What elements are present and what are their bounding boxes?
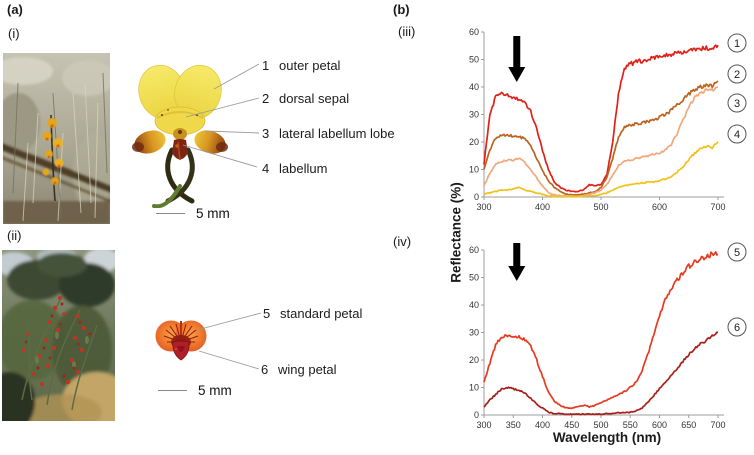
x-tick-label: 650: [681, 420, 696, 430]
pea-flower-diagram: [155, 320, 207, 361]
scale-bar-line: [156, 213, 185, 214]
anatomy-label-dorsal-sepal: 2 dorsal sepal: [262, 91, 349, 106]
x-tick-label: 450: [564, 420, 579, 430]
anatomy-text: outer petal: [279, 58, 341, 73]
spectrum-curve-3: [483, 86, 719, 198]
x-tick-label: 600: [652, 202, 667, 210]
y-tick-label: 60: [469, 245, 479, 255]
y-tick-label: 10: [469, 165, 479, 175]
series-marker-circle-6: [727, 317, 747, 337]
anatomy-text: labellum: [279, 161, 328, 176]
y-tick-label: 50: [469, 273, 479, 283]
x-tick-label: 500: [593, 420, 608, 430]
panel-b-label: (b): [393, 2, 410, 17]
orchid-flower-diagram: [132, 64, 228, 208]
panel-a-sub-i-label: (i): [8, 26, 20, 41]
anatomy-label-outer-petal: 1 outer petal: [262, 58, 340, 73]
anatomy-text: standard petal: [280, 306, 363, 321]
series-marker-circle-1: [727, 33, 747, 53]
scale-bar-text: 5 mm: [198, 383, 232, 398]
y-tick-label: 20: [469, 137, 479, 147]
anatomy-num: 1: [262, 58, 270, 73]
y-tick-label: 10: [469, 383, 479, 393]
series-marker-number: 5: [734, 247, 740, 259]
series-marker-circle-5: [727, 242, 747, 262]
x-tick-label: 300: [476, 202, 491, 210]
reflectance-chart-orchid: 0 10 20 30 40 50 60 300 400 500 600 700 1 2 3 4: [460, 24, 754, 210]
y-tick-label: 30: [469, 328, 479, 338]
photo-orchid-habitat: [3, 53, 110, 224]
spectrum-curve-2: [483, 80, 719, 196]
spectra-chart-iv: 0 10 20 30 40 50 60 300 350 400 450 500 550 600 650 700…: [469, 242, 747, 430]
anatomy-text: lateral labellum lobe: [279, 126, 395, 141]
anatomy-text: wing petal: [278, 362, 337, 377]
y-tick-label: 30: [469, 110, 479, 120]
anatomy-label-wing-petal: 6 wing petal: [261, 362, 337, 377]
series-marker-number: 2: [734, 69, 740, 81]
down-arrow-annotation: [508, 36, 526, 82]
panel-b-sub-iii-label: (iii): [398, 24, 416, 39]
y-tick-label: 40: [469, 300, 479, 310]
down-arrow-annotation: [508, 243, 526, 281]
spectrum-curve-5: [483, 251, 719, 410]
x-tick-label: 500: [593, 202, 608, 210]
series-marker-number: 6: [734, 322, 740, 334]
y-tick-label: 20: [469, 355, 479, 365]
series-marker-circle-2: [727, 64, 747, 84]
anatomy-num: 5: [263, 306, 271, 321]
anatomy-label-standard-petal: 5 standard petal: [263, 306, 362, 321]
y-tick-label: 0: [474, 410, 479, 420]
reflectance-chart-pea: 0 10 20 30 40 50 60 300 350 400 450 500 550 600 650 700…: [460, 242, 754, 432]
y-tick-label: 0: [474, 192, 479, 202]
series-marker-number: 3: [734, 98, 740, 110]
anatomy-num: 4: [262, 161, 270, 176]
panel-b-sub-iv-label: (iv): [393, 234, 412, 249]
y-tick-label: 50: [469, 55, 479, 65]
photo-pea-shrub-habitat: [2, 250, 115, 421]
x-tick-label: 350: [506, 420, 521, 430]
panel-a-label: (a): [7, 2, 23, 17]
x-tick-label: 700: [710, 420, 725, 430]
anatomy-label-labellum: 4 labellum: [262, 161, 327, 176]
spectrum-curve-6: [483, 331, 719, 416]
spectrum-curve-4: [483, 141, 719, 198]
anatomy-text: dorsal sepal: [279, 91, 350, 106]
scale-bar-line: [158, 390, 187, 391]
spectrum-curve-1: [483, 44, 719, 193]
anatomy-num: 2: [262, 91, 270, 106]
x-tick-label: 300: [476, 420, 491, 430]
x-axis-title: Wavelength (nm): [552, 430, 662, 445]
anatomy-num: 6: [261, 362, 269, 377]
panel-a-sub-ii-label: (ii): [7, 228, 22, 243]
x-tick-label: 400: [535, 202, 550, 210]
scale-bar-ii: 5 mm: [158, 383, 232, 398]
spectra-chart-iii: 0 10 20 30 40 50 60 300 400 500 600 700 1 2 3 4: [469, 27, 747, 210]
scale-bar-text: 5 mm: [196, 206, 230, 221]
series-marker-circle-3: [727, 93, 747, 113]
x-tick-label: 700: [710, 202, 725, 210]
series-marker-number: 4: [734, 129, 740, 141]
x-tick-label: 600: [652, 420, 667, 430]
y-tick-label: 60: [469, 27, 479, 37]
scale-bar-i: 5 mm: [156, 206, 230, 221]
series-marker-circle-4: [727, 124, 747, 144]
x-tick-label: 550: [623, 420, 638, 430]
y-tick-label: 40: [469, 82, 479, 92]
series-marker-number: 1: [734, 38, 740, 50]
anatomy-label-lateral-labellum-lobe: 3 lateral labellum lobe: [262, 126, 395, 141]
x-tick-label: 400: [535, 420, 550, 430]
anatomy-num: 3: [262, 126, 270, 141]
